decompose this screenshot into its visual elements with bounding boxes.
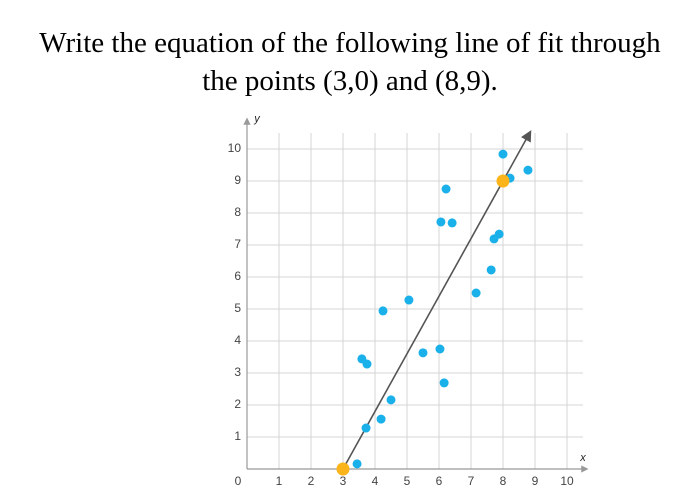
- x-tick-label: 5: [404, 474, 411, 488]
- data-point: [418, 348, 428, 358]
- x-tick-label: 10: [560, 474, 574, 488]
- data-point: [441, 184, 451, 194]
- y-axis-label: y: [253, 113, 261, 125]
- x-tick-label: 0: [235, 474, 242, 488]
- y-tick-label: 6: [234, 269, 241, 283]
- data-point: [386, 395, 396, 405]
- y-tick-label: 1: [234, 429, 241, 443]
- data-point: [486, 265, 496, 275]
- data-point: [523, 165, 533, 175]
- y-tick-label: 7: [234, 237, 241, 251]
- title-line: Write the equation of the following line…: [39, 27, 661, 59]
- x-tick-label: 7: [468, 474, 475, 488]
- x-tick-label: 1: [276, 474, 283, 488]
- x-tick-label: 8: [500, 474, 507, 488]
- x-tick-label: 3: [340, 474, 347, 488]
- y-tick-label: 8: [234, 205, 241, 219]
- y-tick-label: 5: [234, 301, 241, 315]
- data-point: [404, 295, 414, 305]
- data-point: [378, 306, 388, 316]
- y-tick-label: 4: [234, 333, 241, 347]
- data-point: [447, 218, 457, 228]
- data-point: [494, 229, 504, 239]
- data-point: [436, 217, 446, 227]
- x-tick-label: 2: [308, 474, 315, 488]
- x-axis-label: x: [579, 452, 586, 464]
- data-point: [439, 378, 449, 388]
- x-tick-label: 9: [532, 474, 539, 488]
- data-point: [376, 414, 386, 424]
- data-point: [471, 288, 481, 298]
- x-tick-label: 4: [372, 474, 379, 488]
- given-point: [336, 462, 350, 476]
- title-line: the points (3,0) and (8,9).: [202, 65, 498, 97]
- given-point: [496, 174, 510, 188]
- data-point: [362, 359, 372, 369]
- data-point: [498, 149, 508, 159]
- y-tick-label: 2: [234, 397, 241, 411]
- y-tick-label: 9: [234, 173, 241, 187]
- y-tick-label: 10: [228, 141, 242, 155]
- fit-line: [342, 130, 532, 470]
- x-tick-label: 6: [436, 474, 443, 488]
- data-point: [435, 344, 445, 354]
- data-point: [361, 423, 371, 433]
- data-point: [352, 459, 362, 469]
- y-tick-label: 3: [234, 365, 241, 379]
